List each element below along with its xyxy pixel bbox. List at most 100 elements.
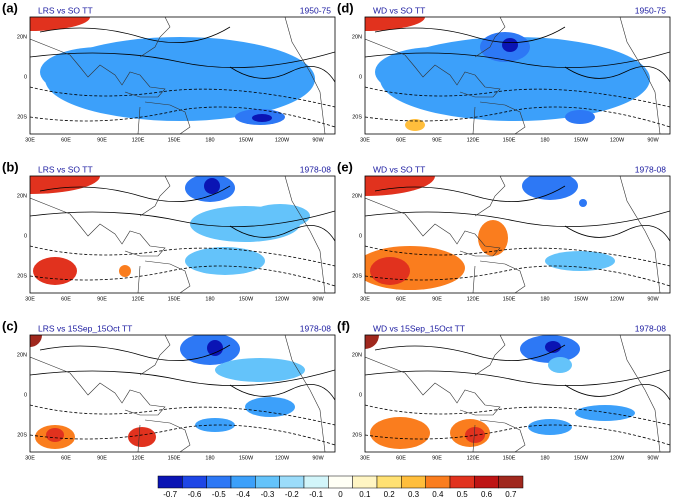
shaded-region: [33, 257, 77, 285]
lon-label: 90E: [432, 455, 442, 461]
shaded-region: [375, 47, 495, 97]
colorbar-swatch: [376, 475, 402, 489]
contour-line: [374, 26, 566, 43]
shaded-region: [250, 204, 310, 228]
colorbar-tick-label: -0.6: [188, 490, 202, 499]
lon-label: 90W: [647, 137, 659, 143]
lon-label: 90W: [312, 455, 324, 461]
lon-label: 60E: [396, 137, 406, 143]
contour-line: [30, 265, 335, 287]
lat-label: 0: [24, 74, 27, 80]
shaded-region: [548, 357, 572, 373]
lon-label: 30E: [25, 137, 35, 143]
colorbar-swatch: [401, 475, 426, 489]
lon-label: 30E: [360, 137, 370, 143]
contour-line: [39, 185, 231, 202]
contour-line: [564, 383, 670, 401]
contour-line: [30, 424, 335, 446]
lat-label: 20S: [352, 432, 362, 438]
map-panel: 20N 0 20S 30E 60E 90E 120E 150E 180 150W 120W 90W: [17, 16, 336, 143]
lon-label: 120E: [132, 455, 145, 461]
coastline: [30, 176, 326, 293]
map-frame: [29, 334, 336, 453]
contour-line: [365, 86, 670, 108]
contour-line: [365, 424, 670, 446]
panel-label: (d): [337, 0, 354, 15]
contour-line: [30, 86, 335, 108]
colorbar-tick-label: 0.2: [384, 490, 396, 499]
shaded-region: [245, 397, 295, 417]
shaded-region: [528, 419, 572, 435]
map-field: [365, 335, 670, 452]
colorbar-tick-label: -0.2: [285, 490, 299, 499]
colorbar-tick-label: -0.1: [309, 490, 323, 499]
shaded-region: [478, 220, 508, 256]
contour-line: [365, 51, 670, 69]
panel-period: 1950-75: [635, 5, 666, 15]
lon-label: 120E: [132, 296, 145, 302]
lat-label: 20S: [352, 273, 362, 279]
colorbar-swatch: [230, 475, 256, 489]
shaded-region: [30, 17, 90, 31]
panel-title: WD vs 15Sep_15Oct TT: [373, 323, 465, 333]
contour-line: [30, 106, 335, 128]
lon-label: 30E: [25, 296, 35, 302]
colorbar-tick-label: -0.3: [261, 490, 275, 499]
contour-line: [229, 383, 335, 401]
colorbar-swatch: [328, 475, 353, 489]
lon-label: 180: [205, 296, 214, 302]
shaded-region: [405, 119, 425, 131]
colorbar-tick-label: 0: [338, 490, 343, 499]
colorbar-tick-label: -0.4: [236, 490, 250, 499]
coastline: [365, 335, 661, 452]
colorbar-tick-label: 0.4: [432, 490, 444, 499]
lon-label: 120E: [132, 137, 145, 143]
colorbar-tick-label: -0.7: [163, 490, 177, 499]
lon-label: 60E: [61, 455, 71, 461]
colorbar-tick-label: 0.6: [481, 490, 493, 499]
panel-title: LRS vs SO TT: [38, 164, 93, 174]
lat-label: 20N: [17, 193, 27, 199]
panel-label: (a): [2, 0, 18, 15]
map-panel: 20N 0 20S 30E 60E 90E 120E 150E 180 150W 120W 90W: [17, 175, 336, 302]
contour-line: [365, 404, 670, 426]
shaded-region: [46, 428, 64, 442]
lon-label: 60E: [396, 296, 406, 302]
contour-line: [564, 224, 670, 242]
lon-label: 150W: [574, 296, 589, 302]
shaded-region: [579, 199, 587, 207]
lon-label: 120W: [610, 137, 625, 143]
lat-label: 0: [359, 233, 362, 239]
shaded-region: [365, 17, 425, 31]
lon-label: 60E: [61, 296, 71, 302]
map-field: [365, 176, 670, 293]
shaded-region: [522, 176, 578, 200]
lon-label: 90W: [312, 296, 324, 302]
lon-label: 30E: [25, 455, 35, 461]
shaded-region: [370, 257, 410, 285]
shaded-region: [119, 265, 131, 277]
contour-line: [365, 210, 670, 228]
lon-label: 60E: [61, 137, 71, 143]
lon-label: 150W: [574, 137, 589, 143]
coastline: [30, 17, 326, 134]
contour-line: [30, 245, 335, 267]
lon-label: 150W: [239, 296, 254, 302]
lon-label: 150E: [168, 455, 181, 461]
shaded-region: [370, 417, 430, 449]
colorbar-swatch: [279, 475, 305, 489]
lat-label: 20S: [352, 114, 362, 120]
lat-label: 20N: [17, 34, 27, 40]
map-panel: 20N 0 20S 30E 60E 90E 120E 150E 180 150W 120W 90W: [352, 175, 671, 302]
lon-label: 180: [540, 455, 549, 461]
panel-label: (e): [337, 159, 353, 174]
colorbar-swatch: [255, 475, 280, 489]
lat-label: 20S: [17, 114, 27, 120]
colorbar-swatch: [206, 475, 232, 489]
map-panel: 20N 0 20S 30E 60E 90E 120E 150E 180 150W 120W 90W: [17, 334, 336, 461]
shaded-region: [565, 110, 595, 124]
shaded-region: [215, 358, 305, 382]
colorbar-tick-label: 0.5: [457, 490, 469, 499]
lon-label: 150W: [574, 455, 589, 461]
